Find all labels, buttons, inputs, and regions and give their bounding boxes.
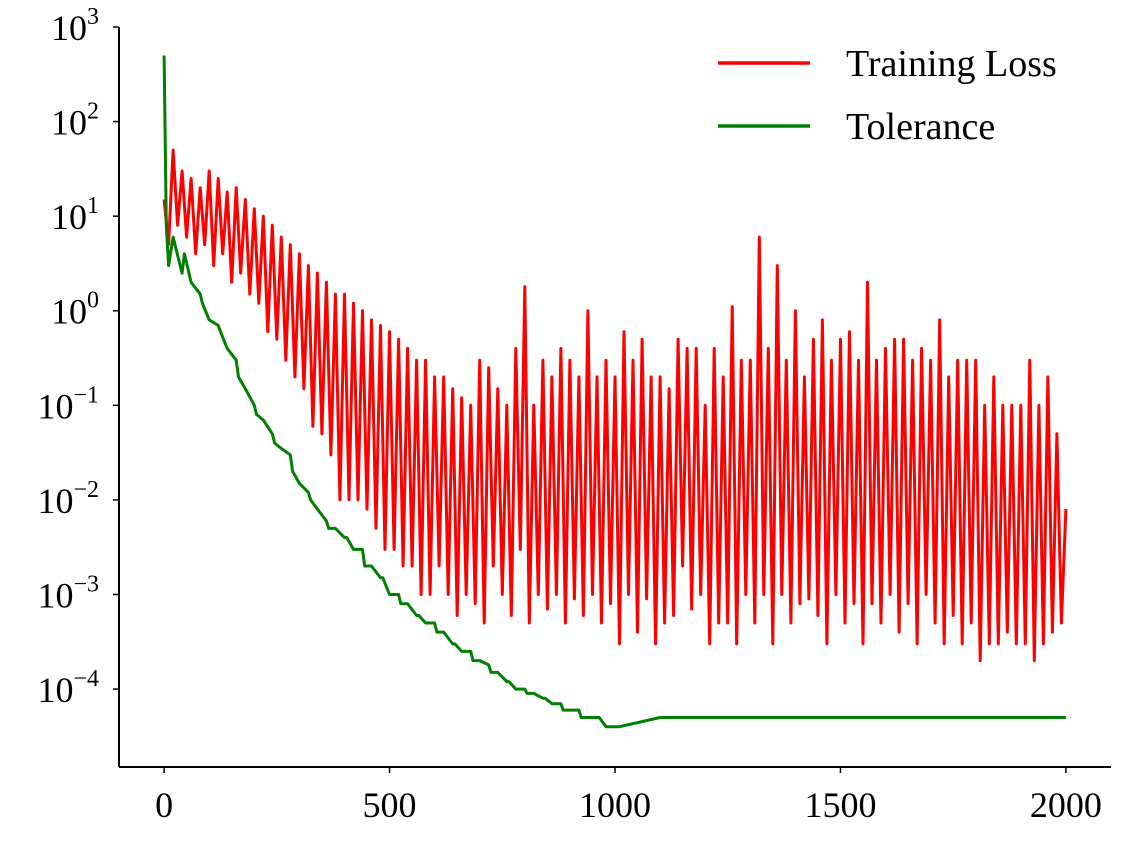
x-ticks: 0 500 1000 1500 2000 bbox=[155, 767, 1102, 825]
y-tick-label: 102 bbox=[51, 99, 99, 143]
y-tick-label: 10−1 bbox=[37, 382, 99, 426]
series-line-tolerance bbox=[162, 55, 1066, 729]
y-tick-label: 101 bbox=[51, 193, 99, 237]
legend-label-tolerance: Tolerance bbox=[846, 106, 995, 148]
y-tick-label: 10−3 bbox=[37, 571, 99, 615]
series-line-training-loss bbox=[162, 148, 1068, 663]
x-tick-label: 1000 bbox=[579, 785, 651, 825]
y-tick-label: 10−4 bbox=[37, 666, 99, 710]
legend: Training Loss Tolerance bbox=[718, 43, 1057, 148]
x-tick-label: 0 bbox=[155, 785, 173, 825]
x-tick-label: 1500 bbox=[804, 785, 876, 825]
y-tick-label: 10−2 bbox=[37, 477, 99, 521]
plot-lines bbox=[162, 55, 1068, 729]
y-ticks: 10−4 10−3 10−2 10−1 100 101 102 103 bbox=[37, 4, 119, 710]
x-tick-label: 500 bbox=[363, 785, 417, 825]
y-tick-label: 103 bbox=[51, 4, 99, 48]
legend-label-training-loss: Training Loss bbox=[846, 43, 1057, 85]
x-tick-label: 2000 bbox=[1030, 785, 1102, 825]
y-tick-label: 100 bbox=[51, 288, 99, 332]
